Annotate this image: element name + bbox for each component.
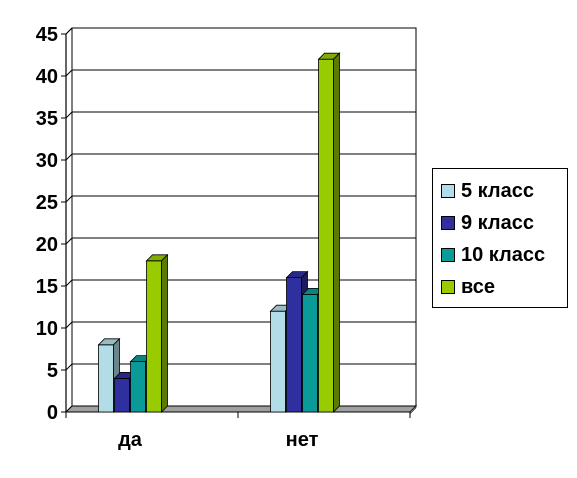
bar: [114, 377, 130, 413]
legend-label: 10 класс: [461, 243, 546, 266]
legend-item: 9 класс: [441, 211, 534, 235]
x-axis-ticks: да нет: [65, 412, 411, 451]
bar: [302, 293, 318, 413]
legend-item: 10 класс: [441, 243, 545, 267]
legend-swatch: [441, 184, 455, 198]
y-tick-label: 5: [47, 360, 58, 382]
bar: [130, 361, 146, 413]
plot-area: [71, 27, 417, 407]
legend: 5 класс 9 класс 10 класс все: [432, 168, 568, 308]
gridline-depth: [65, 279, 73, 287]
y-tick-label: 25: [36, 192, 58, 214]
legend-swatch: [441, 280, 455, 294]
y-tick-label: 35: [36, 108, 58, 130]
gridline-depth: [65, 153, 73, 161]
legend-label: 9 класс: [461, 211, 535, 234]
legend-label: все: [461, 275, 496, 298]
bar: [98, 344, 114, 413]
y-tick-label: 0: [47, 402, 58, 424]
bars: [97, 52, 341, 413]
y-tick-label: 15: [36, 276, 58, 298]
gridline-depth: [65, 321, 73, 329]
bar: [146, 260, 162, 413]
y-tick-label: 10: [36, 318, 58, 340]
gridline-depth: [65, 69, 73, 77]
back-wall: [71, 27, 417, 407]
x-tick-label: да: [118, 429, 143, 451]
x-tick-label: нет: [286, 429, 319, 451]
bar: [318, 58, 334, 413]
y-tick-label: 20: [36, 234, 58, 256]
bar: [286, 277, 302, 413]
bar-side: [161, 253, 168, 413]
legend-swatch: [441, 248, 455, 262]
bar-side: [333, 52, 340, 413]
legend-label: 5 класс: [461, 179, 535, 202]
gridline-depth: [65, 195, 73, 203]
gridline-depth: [65, 237, 73, 245]
y-tick-label: 45: [36, 24, 58, 46]
legend-item: 5 класс: [441, 179, 534, 203]
legend-item: все: [441, 275, 495, 299]
y-axis-ticks: 0 5 10 15 20 25 30 35 40 45: [36, 24, 66, 424]
y-tick-label: 30: [36, 150, 58, 172]
y-tick-label: 40: [36, 66, 58, 88]
gridline-depth: [65, 363, 73, 371]
side-wall-top-edge: [65, 27, 73, 35]
bar: [270, 310, 286, 413]
legend-swatch: [441, 216, 455, 230]
gridline-depth: [65, 111, 73, 119]
